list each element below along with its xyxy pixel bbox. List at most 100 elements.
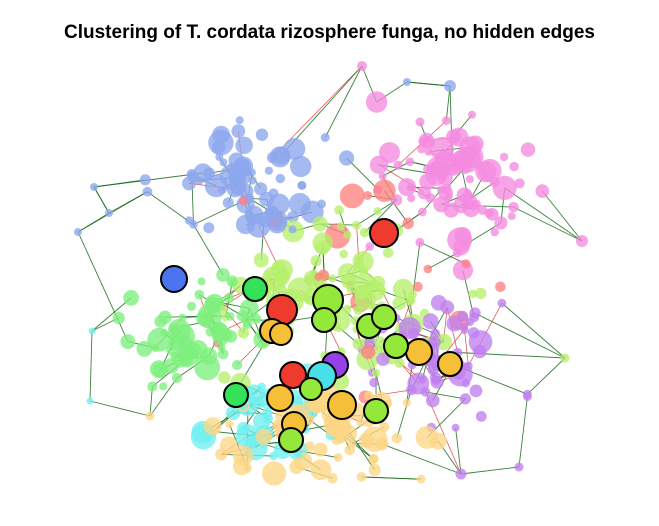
network-node [490, 227, 499, 237]
network-node [378, 172, 387, 181]
network-node [455, 158, 467, 170]
network-edge [108, 191, 148, 214]
network-node [447, 227, 473, 253]
network-node [403, 78, 411, 86]
network-node [418, 207, 427, 217]
network-node [419, 173, 436, 190]
network-edge [419, 241, 467, 265]
network-node [264, 166, 273, 175]
network-node [223, 293, 234, 304]
network-node [214, 297, 225, 307]
network-node [244, 384, 265, 405]
network-node [398, 178, 417, 197]
network-node [317, 199, 326, 209]
network-node [184, 348, 193, 357]
network-node [576, 235, 588, 247]
network-node [247, 168, 256, 177]
network-node [376, 352, 390, 366]
network-node [170, 351, 179, 360]
network-node [560, 353, 570, 363]
network-node [328, 415, 352, 439]
highlighted-node [363, 398, 389, 424]
network-node [353, 305, 363, 315]
network-node [342, 304, 352, 314]
network-edge [460, 466, 520, 475]
highlighted-node [269, 322, 293, 346]
network-node [478, 158, 502, 183]
network-node [494, 216, 508, 230]
network-node [314, 272, 323, 281]
network-node [375, 437, 389, 451]
network-node [262, 461, 287, 486]
network-node [123, 290, 139, 306]
network-node [341, 273, 357, 289]
network-node [514, 178, 525, 189]
network-node [288, 192, 311, 215]
network-node [357, 61, 367, 71]
network-node [379, 142, 400, 164]
network-node [268, 188, 279, 199]
network-edge [501, 302, 566, 359]
network-node [154, 315, 167, 328]
network-node [457, 310, 469, 322]
network-node [441, 116, 451, 126]
network-node [172, 372, 183, 384]
network-node [461, 259, 471, 269]
network-node [222, 197, 234, 209]
network-node [509, 161, 519, 172]
network-node [142, 186, 153, 197]
network-node [139, 174, 151, 186]
network-node [203, 417, 222, 436]
network-node [147, 327, 172, 352]
network-node [231, 124, 246, 138]
network-node [417, 145, 426, 154]
network-node [368, 463, 381, 476]
network-node [112, 311, 125, 325]
network-edge [425, 391, 466, 400]
network-node [451, 423, 460, 432]
highlighted-node [437, 351, 463, 377]
network-node [392, 296, 407, 311]
network-node [393, 278, 414, 300]
highlighted-node [383, 333, 409, 359]
network-edge [324, 65, 363, 138]
network-node [181, 355, 193, 368]
network-node [145, 411, 155, 421]
network-node [120, 334, 136, 350]
network-node [499, 152, 509, 162]
network-node [232, 445, 254, 466]
network-node [294, 450, 303, 459]
highlighted-node [160, 265, 188, 293]
network-node [339, 249, 349, 259]
network-node [232, 359, 243, 371]
network-node [446, 315, 463, 332]
network-node [105, 209, 113, 217]
network-node [407, 295, 416, 305]
network-node [228, 278, 238, 287]
network-edge [93, 179, 146, 188]
network-node [368, 453, 379, 464]
network-node [373, 179, 396, 202]
network-node [207, 307, 216, 316]
network-node [197, 277, 206, 286]
network-node [469, 384, 483, 398]
highlighted-node [405, 338, 433, 366]
network-node [74, 228, 82, 236]
network-node [495, 281, 506, 293]
network-edge [518, 396, 528, 468]
network-node [218, 371, 231, 384]
network-node [469, 312, 480, 323]
network-node [163, 358, 180, 374]
network-node [275, 173, 285, 184]
network-node [336, 222, 346, 231]
network-edge [91, 297, 132, 332]
network-edge [396, 389, 412, 439]
network-node [352, 220, 362, 230]
network-node [402, 217, 415, 230]
highlighted-node [327, 390, 357, 420]
network-edge [541, 190, 583, 242]
network-node [431, 376, 441, 386]
background-nodes-layer [74, 61, 588, 486]
network-node [408, 327, 420, 339]
